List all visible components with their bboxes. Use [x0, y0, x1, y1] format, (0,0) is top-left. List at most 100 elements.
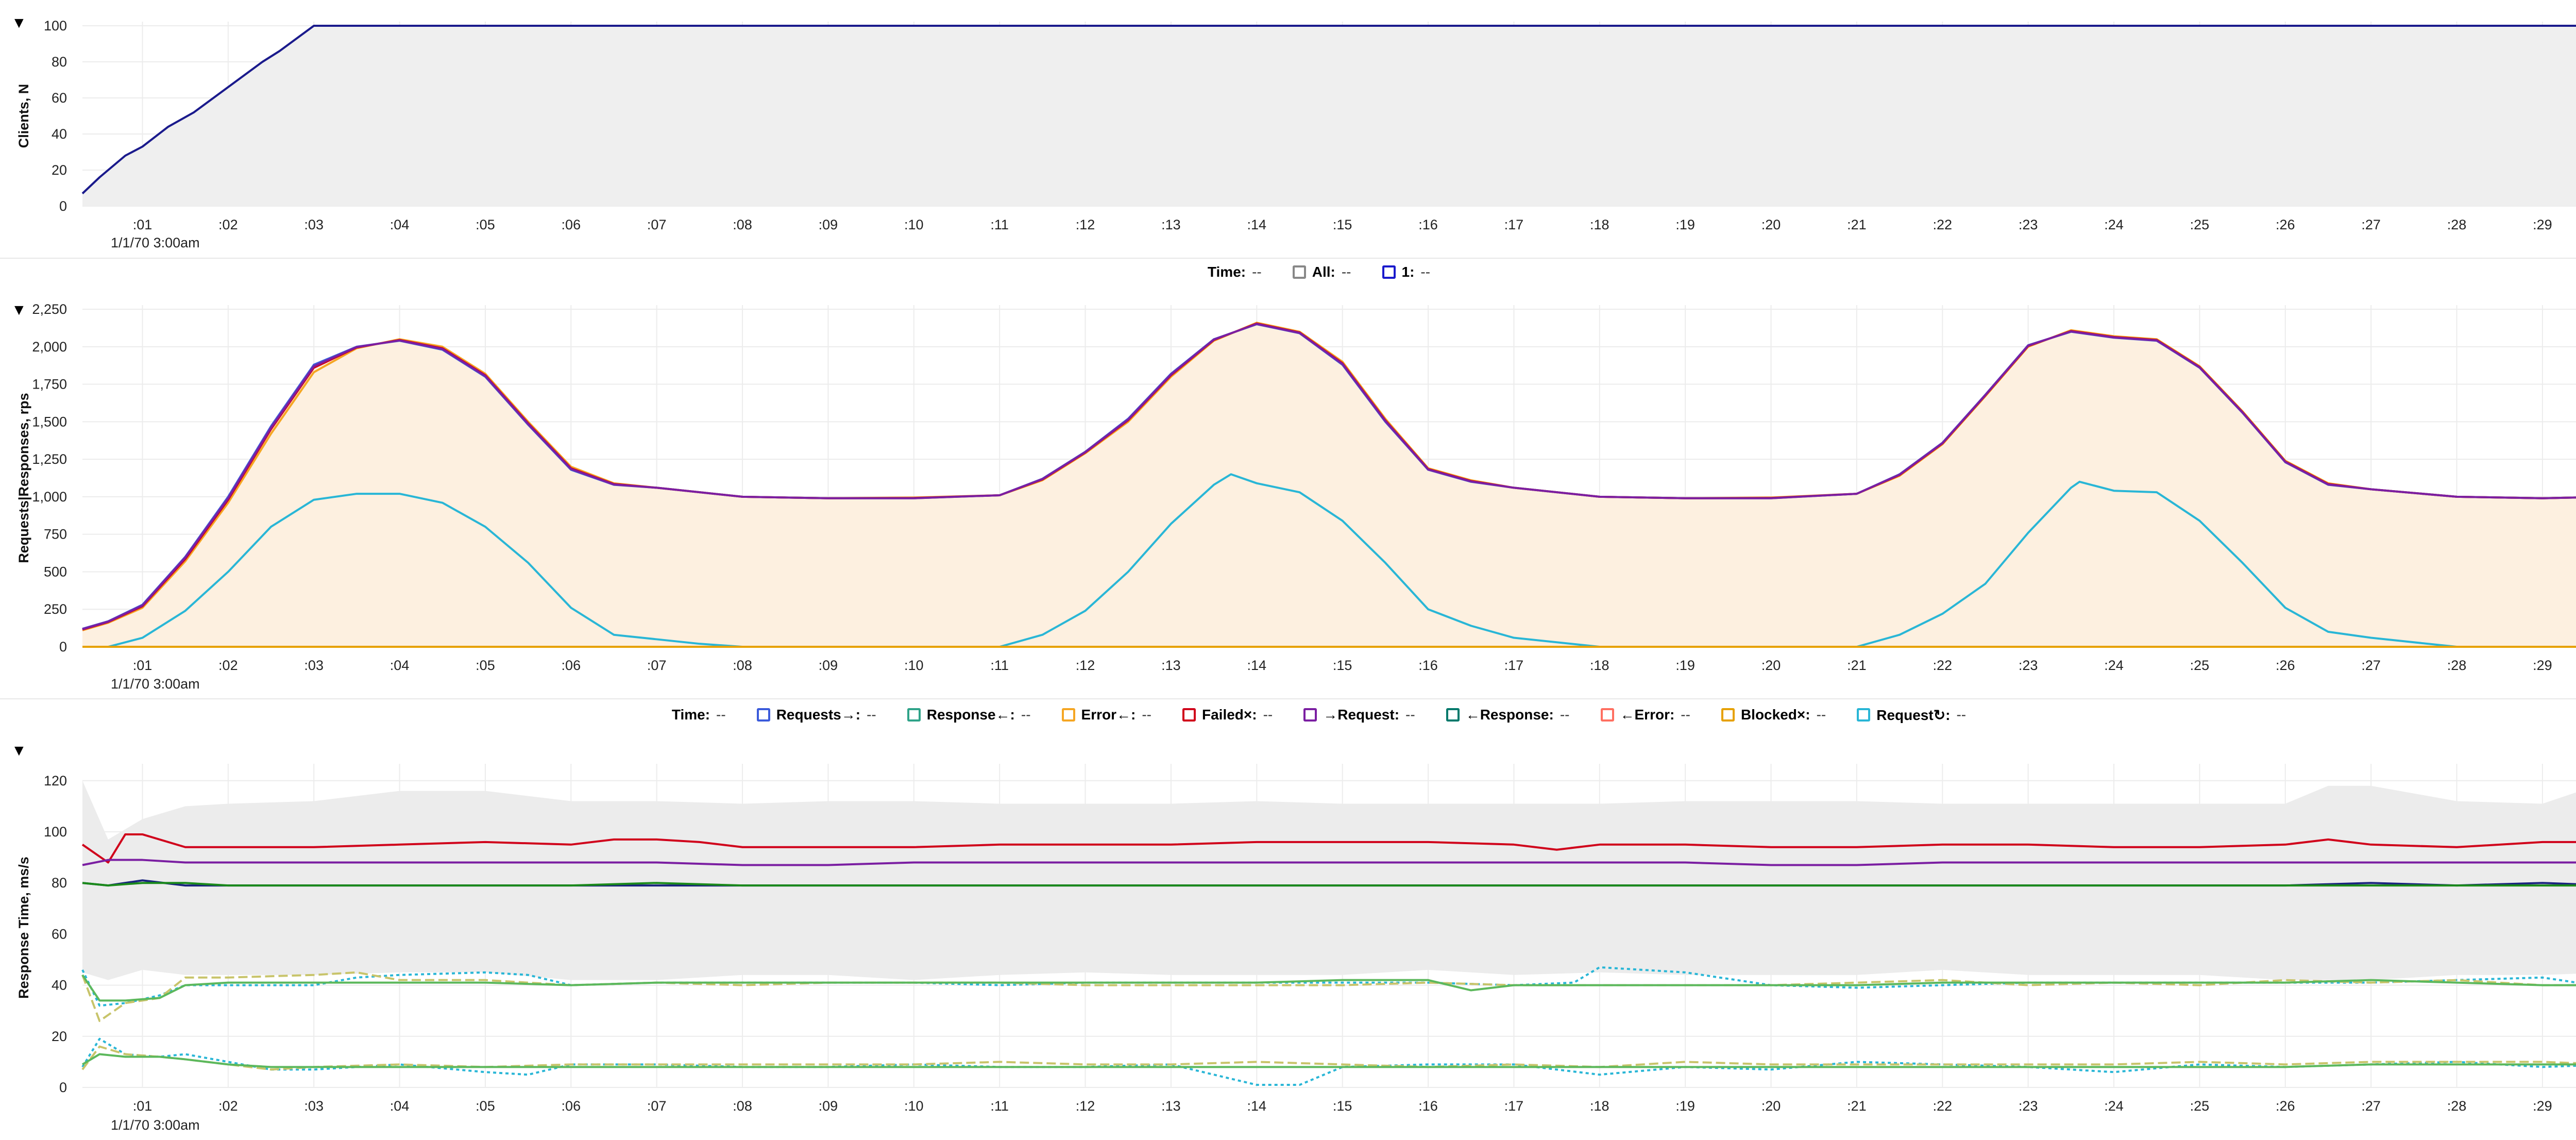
x-tick-label: :14 — [1247, 658, 1267, 673]
legend-swatch[interactable] — [1446, 708, 1460, 722]
x-tick-label: :08 — [733, 217, 752, 232]
x-tick-label: :02 — [218, 217, 238, 232]
legend-item-label: Request↻: — [1876, 707, 1951, 723]
legend-item-value: -- — [1405, 707, 1415, 723]
x-tick-label: :17 — [1504, 658, 1524, 673]
legend-item-1[interactable]: 1: -- — [1382, 264, 1430, 280]
x-tick-label: :03 — [304, 658, 324, 673]
legend-swatch[interactable] — [1182, 708, 1196, 722]
legend-swatch[interactable] — [1292, 265, 1306, 279]
y-tick-label: 120 — [44, 773, 67, 789]
y-tick-label: 1,500 — [32, 414, 67, 429]
legend-item-request-retry[interactable]: Request↻: -- — [1857, 707, 1966, 724]
x-tick-label: :11 — [990, 658, 1009, 673]
legend-swatch[interactable] — [1382, 265, 1396, 279]
requests-responses-chart[interactable]: 0 250 500 750 1,000 1,250 1,500 1,750 2,000 2,250… — [16, 301, 2576, 692]
legend-item-response-received[interactable]: ←Response: -- — [1446, 707, 1570, 723]
requests-area — [82, 324, 2576, 647]
x-tick-label: :22 — [1933, 658, 1953, 673]
x-tick-label: :26 — [2276, 1098, 2295, 1114]
legend-item-label: →Request: — [1323, 707, 1400, 723]
x-tick-label: :17 — [1504, 217, 1524, 232]
legend-item-label: Blocked×: — [1740, 707, 1810, 723]
x-tick-label: :03 — [304, 1098, 324, 1114]
x-tick-label: :04 — [390, 217, 410, 232]
legend-swatch[interactable] — [907, 708, 921, 722]
request-line — [82, 323, 2576, 630]
legend-item-failed[interactable]: Failed×: -- — [1182, 707, 1273, 723]
y-tick-label: 60 — [52, 926, 67, 942]
x-tick-label: :24 — [2104, 217, 2124, 232]
x-tick-label: :14 — [1247, 217, 1267, 232]
legend-time-value: -- — [1252, 264, 1262, 280]
request-line — [82, 859, 2576, 866]
y-axis-title: Requests|Responses, rps — [16, 393, 31, 563]
x-tick-label: :07 — [647, 1098, 667, 1114]
series-line — [81, 25, 2576, 194]
error-line — [81, 1045, 2576, 1071]
x-tick-label: :12 — [1076, 1098, 1095, 1114]
x-tick-label: :16 — [1418, 217, 1438, 232]
x-tick-label: :27 — [2361, 658, 2381, 673]
legend-item-request-sent[interactable]: →Request: -- — [1303, 707, 1415, 723]
x-tick-label: :10 — [904, 1098, 924, 1114]
x-tick-label: :18 — [1590, 1098, 1609, 1114]
x-tick-label: :27 — [2361, 1098, 2381, 1114]
x-tick-label: :11 — [990, 1098, 1009, 1114]
requests-legend: Time: -- Requests→: -- Response←: -- Err… — [0, 702, 2576, 728]
panel-divider — [0, 258, 2576, 259]
y-tick-label: 2,250 — [32, 301, 67, 317]
x-tick-label: :14 — [1247, 1098, 1267, 1114]
x-tick-label: :17 — [1504, 1098, 1524, 1114]
x-tick-label: :13 — [1161, 217, 1181, 232]
x-date-label: 1/1/70 3:00am — [111, 676, 200, 692]
x-tick-label: :24 — [2104, 1098, 2124, 1114]
x-tick-label: :23 — [2019, 217, 2038, 232]
y-tick-label: 0 — [59, 198, 67, 214]
x-tick-label: :25 — [2190, 658, 2210, 673]
legend-item-error-in[interactable]: Error←: -- — [1061, 707, 1151, 723]
legend-item-blocked[interactable]: Blocked×: -- — [1721, 707, 1826, 723]
legend-item-value: -- — [1816, 707, 1826, 723]
x-tick-label: :01 — [133, 217, 152, 232]
x-tick-label: :20 — [1761, 658, 1781, 673]
x-tick-label: :19 — [1675, 1098, 1695, 1114]
legend-swatch[interactable] — [1600, 708, 1614, 722]
x-tick-label: :05 — [476, 217, 495, 232]
legend-swatch[interactable] — [1857, 708, 1871, 722]
legend-item-value: -- — [1142, 707, 1151, 723]
collapse-response-time-toggle[interactable]: ▼ — [11, 742, 27, 759]
legend-item-error-received[interactable]: ←Error: -- — [1600, 707, 1690, 723]
y-tick-label: 2,000 — [32, 339, 67, 355]
x-tick-label: :04 — [390, 658, 410, 673]
y-tick-label: 500 — [44, 564, 67, 579]
legend-swatch[interactable] — [756, 708, 770, 722]
legend-item-value: -- — [1956, 707, 1967, 723]
legend-item-requests-out[interactable]: Requests→: -- — [756, 707, 876, 723]
x-tick-label: :08 — [733, 1098, 752, 1114]
legend-swatch[interactable] — [1061, 708, 1075, 722]
legend-item-all[interactable]: All: -- — [1292, 264, 1351, 280]
x-tick-label: :29 — [2533, 217, 2552, 232]
x-tick-label: :06 — [562, 658, 581, 673]
legend-item-value: -- — [1263, 707, 1273, 723]
legend-item-label: Failed×: — [1201, 707, 1257, 723]
legend-item-label: Response←: — [926, 707, 1015, 723]
legend-item-label: ←Response: — [1465, 707, 1554, 723]
panel-divider — [0, 698, 2576, 699]
clients-chart[interactable]: 0 20 40 60 80 100:01:02:03:04:05:06:07:08:09:… — [16, 18, 2576, 250]
legend-time: Time: -- — [1208, 264, 1262, 280]
series-area — [82, 26, 2576, 206]
legend-item-response-in[interactable]: Response←: -- — [907, 707, 1031, 723]
x-tick-label: :20 — [1761, 217, 1781, 232]
y-tick-label: 1,000 — [32, 489, 67, 505]
legend-swatch[interactable] — [1303, 708, 1317, 722]
x-tick-label: :19 — [1675, 217, 1695, 232]
legend-swatch[interactable] — [1721, 708, 1735, 722]
collapse-requests-toggle[interactable]: ▼ — [11, 301, 27, 318]
collapse-clients-toggle[interactable]: ▼ — [11, 14, 27, 31]
x-tick-label: :09 — [819, 217, 838, 232]
legend-time-value: -- — [716, 707, 726, 723]
response-time-chart[interactable]: 0 20 40 60 80 100 120:01:02:03:04:05:06:07:08:… — [16, 764, 2576, 1133]
